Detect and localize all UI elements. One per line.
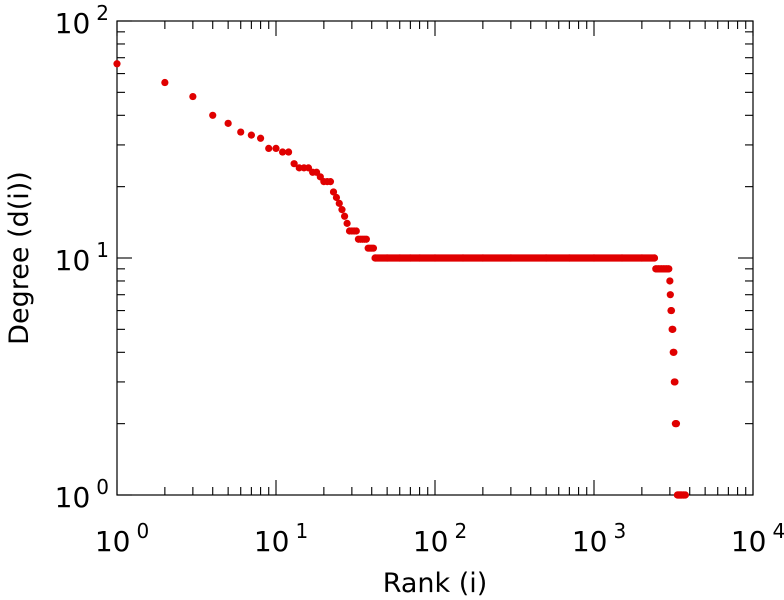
data-point bbox=[161, 78, 169, 87]
x-tick-label-exponent: 2 bbox=[454, 519, 467, 543]
data-point bbox=[284, 148, 293, 156]
x-tick-label-exponent: 3 bbox=[613, 519, 626, 543]
data-point bbox=[338, 206, 346, 214]
data-point bbox=[237, 128, 245, 136]
data-point bbox=[335, 199, 343, 207]
x-tick-label-base: 10 bbox=[572, 525, 608, 558]
x-tick-label-base: 10 bbox=[731, 525, 767, 558]
data-point bbox=[671, 378, 679, 386]
data-point bbox=[362, 235, 370, 243]
data-point bbox=[332, 193, 341, 202]
data-point bbox=[113, 60, 121, 68]
y-tick-label: 10 0 bbox=[55, 475, 109, 514]
y-tick-label-exponent: 2 bbox=[96, 1, 109, 25]
y-tick-label-base: 10 bbox=[55, 244, 91, 277]
x-tick-label: 10 2 bbox=[413, 519, 467, 558]
x-tick-label: 10 1 bbox=[254, 519, 308, 558]
y-tick-label: 10 1 bbox=[55, 238, 109, 277]
data-point bbox=[666, 291, 674, 299]
tick-labels: 10 0 10 1 10 2 10 3 10 410 010 110 2 bbox=[55, 1, 784, 558]
x-tick-label-exponent: 0 bbox=[136, 519, 149, 543]
data-point bbox=[272, 144, 280, 153]
data-point bbox=[247, 131, 255, 139]
x-tick-label-base: 10 bbox=[254, 525, 290, 558]
x-tick-label-exponent: 1 bbox=[295, 519, 308, 543]
data-point bbox=[329, 188, 338, 196]
data-point bbox=[326, 178, 335, 186]
x-tick-label: 10 4 bbox=[731, 519, 784, 558]
y-axis-label: Degree (d(i)) bbox=[4, 171, 35, 345]
data-point bbox=[256, 134, 265, 142]
y-tick-label-exponent: 1 bbox=[96, 238, 109, 262]
x-axis-label: Rank (i) bbox=[383, 568, 488, 599]
data-point bbox=[278, 148, 287, 156]
data-point bbox=[667, 306, 676, 315]
y-tick-label-base: 10 bbox=[55, 481, 91, 514]
x-tick-label-base: 10 bbox=[413, 525, 449, 558]
data-point bbox=[290, 160, 298, 168]
data-point bbox=[343, 219, 351, 227]
data-point bbox=[666, 277, 674, 285]
data-point bbox=[369, 244, 378, 252]
x-tick-label: 10 3 bbox=[572, 519, 626, 558]
y-tick-label-exponent: 0 bbox=[96, 475, 109, 499]
data-point bbox=[669, 325, 677, 333]
x-tick-label-base: 10 bbox=[95, 525, 131, 558]
data-point bbox=[189, 92, 197, 101]
data-point bbox=[672, 420, 681, 428]
x-tick-label: 10 0 bbox=[95, 519, 149, 558]
data-point bbox=[352, 227, 360, 235]
y-tick-label: 10 2 bbox=[55, 1, 109, 40]
data-point bbox=[209, 111, 217, 119]
y-tick-label-base: 10 bbox=[55, 7, 91, 40]
data-point bbox=[224, 119, 232, 127]
x-tick-label-exponent: 4 bbox=[772, 519, 784, 543]
data-point bbox=[340, 212, 349, 220]
data-point bbox=[265, 144, 273, 153]
axis-ticks bbox=[116, 20, 754, 496]
data-point bbox=[670, 348, 678, 356]
data-points bbox=[113, 60, 689, 499]
